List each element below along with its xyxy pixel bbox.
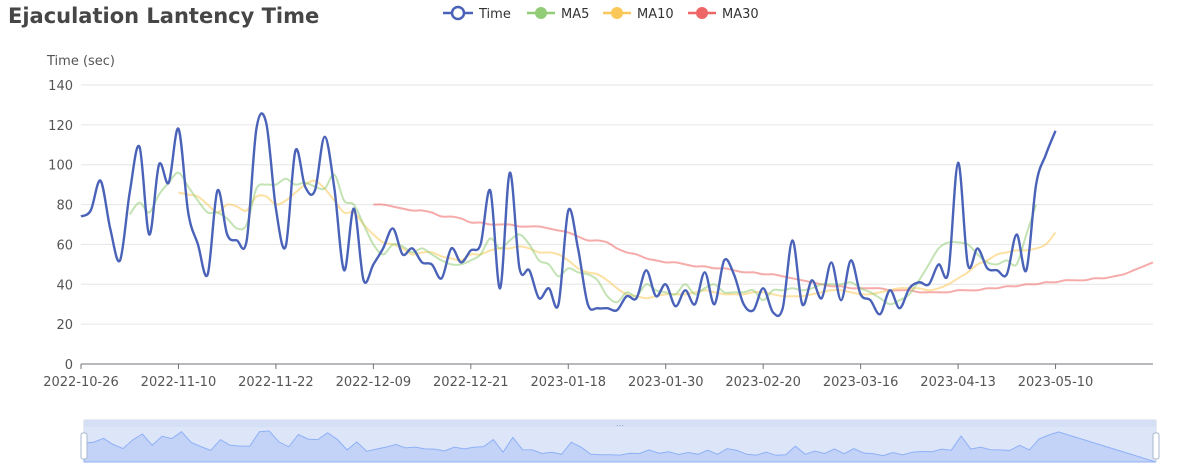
grid [81,84,1153,325]
legend-item-ma10[interactable]: MA10 [603,7,674,22]
y-tick-label: 60 [56,238,73,253]
series-line-ma30 [373,203,1154,294]
y-tick-label: 40 [56,278,73,293]
zoom-preview-area [83,430,1157,463]
y-tick-label: 20 [56,318,73,333]
zoom-left-handle[interactable] [80,432,88,460]
y-tick-label: 0 [65,358,73,373]
x-tick-label: 2022-11-10 [141,375,217,390]
chart-title: Ejaculation Lantency Time [8,4,320,28]
x-tick-label: 2023-01-30 [628,375,704,390]
legend-label-ma30: MA30 [722,7,759,22]
x-tick-label: 2022-12-21 [433,375,509,390]
legend[interactable]: Time MA5 MA10 MA30 [443,5,759,22]
y-tick-label: 140 [48,79,73,94]
legend-label-ma5: MA5 [561,7,589,22]
x-tick-label: 2022-12-09 [336,375,412,390]
legend-label-time: Time [478,7,511,22]
x-tick-label: 2023-04-13 [920,375,996,390]
series-line-time [80,112,1057,318]
legend-item-ma30[interactable]: MA30 [688,7,759,22]
y-tick-label: 100 [48,159,73,174]
x-tick-label: 2022-10-26 [43,375,119,390]
y-tick-label: 80 [56,199,73,214]
x-tick-label: 2023-03-16 [823,375,899,390]
y-tick-label: 120 [48,119,73,134]
zoom-move-handle[interactable] [84,420,1156,427]
y-axis-label: Time (sec) [46,54,115,69]
x-axis: 2022-10-26 2022-11-10 2022-11-22 2022-12-09… [43,363,1153,390]
y-axis-ticks: 0 20 40 60 80 100 120 140 [48,79,73,373]
x-tick-label: 2023-02-20 [725,375,801,390]
series-lines [80,112,1154,318]
series-line-ma10 [178,179,1057,300]
data-zoom-slider[interactable]: … [80,419,1160,463]
x-tick-label: 2022-11-22 [238,375,314,390]
x-tick-label: 2023-01-18 [530,375,606,390]
legend-item-ma5[interactable]: MA5 [527,7,589,22]
zoom-right-handle[interactable] [1152,432,1160,460]
x-tick-label: 2023-05-10 [1018,375,1094,390]
zoom-grip-icon[interactable]: … [616,419,624,428]
legend-label-ma10: MA10 [637,7,674,22]
legend-item-time[interactable]: Time [443,5,511,22]
